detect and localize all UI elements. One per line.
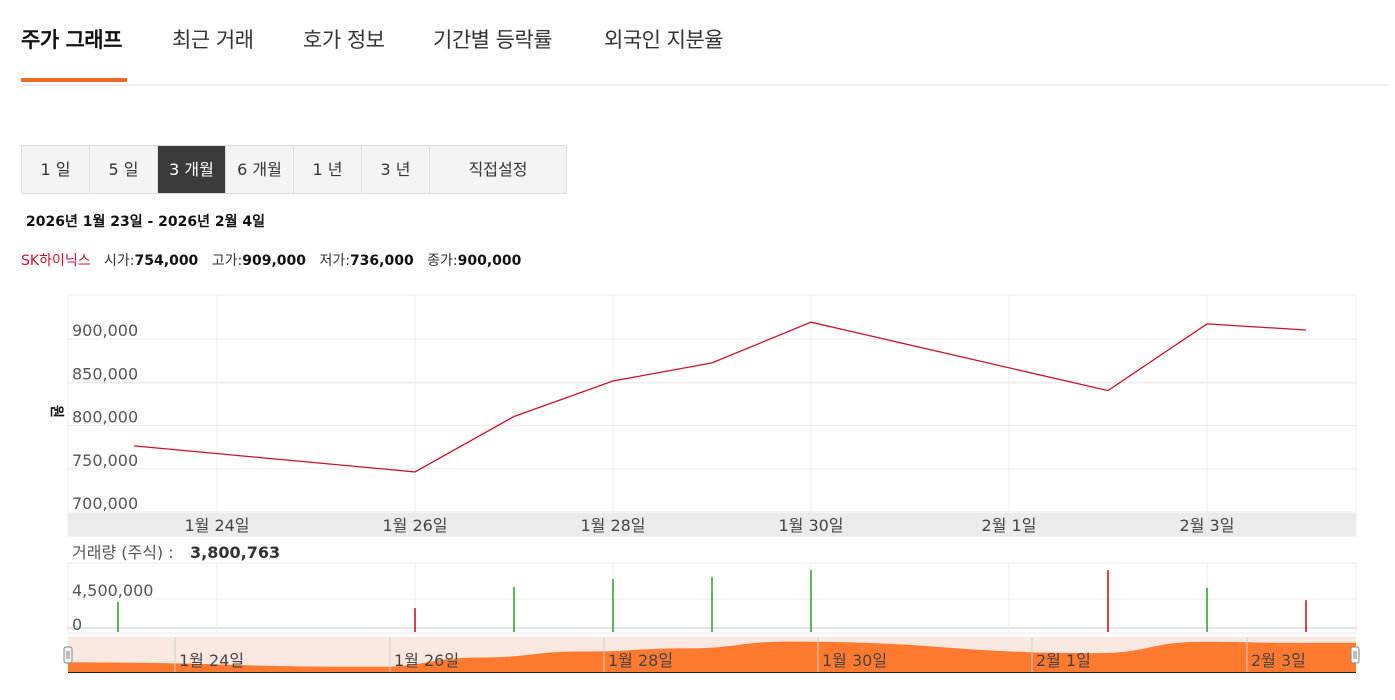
- volume-bars: [117, 570, 1307, 632]
- low-value: 736,000: [349, 253, 414, 269]
- price-grid: [68, 295, 1356, 513]
- period-1y-button[interactable]: 1 년: [294, 146, 362, 193]
- close-value: 900,000: [457, 253, 522, 269]
- volume-bar: [117, 601, 119, 632]
- tab-recent-trades[interactable]: 최근 거래: [172, 28, 254, 52]
- price-y-tick-label: 750,000: [72, 451, 138, 470]
- navigator-series-area: [68, 641, 1356, 672]
- close-label: 종가:: [427, 253, 458, 269]
- stock-summary: SK하이닉스 시가:754,000 고가:909,000 저가:736,000 …: [21, 250, 521, 270]
- volume-bar: [612, 578, 614, 632]
- price-x-tick-label: 2월 3일: [1180, 516, 1235, 535]
- volume-bar: [1305, 600, 1307, 632]
- navigator-tick-label: 1월 28일: [608, 651, 673, 670]
- period-6m-button[interactable]: 6 개월: [226, 146, 294, 193]
- low-label: 저가:: [319, 253, 350, 269]
- navigator-left-handle[interactable]: [63, 646, 73, 664]
- y-axis-title: 원: [48, 405, 64, 418]
- price-x-tick-label: 1월 24일: [184, 516, 249, 535]
- price-y-tick-label: 700,000: [72, 494, 138, 513]
- navigator-tick-label: 1월 24일: [179, 651, 244, 670]
- volume-bar: [1206, 587, 1208, 632]
- period-selector: 1 일 5 일 3 개월 6 개월 1 년 3 년 직접설정: [21, 145, 567, 194]
- period-1d-button[interactable]: 1 일: [22, 146, 90, 193]
- high-value: 909,000: [242, 253, 306, 269]
- chart-tabs: 주가 그래프 최근 거래 호가 정보 기간별 등락률 외국인 지분율: [21, 0, 1389, 86]
- price-x-tick-label: 2월 1일: [982, 516, 1037, 535]
- tab-period-change[interactable]: 기간별 등락률: [433, 28, 553, 52]
- open-label: 시가:: [104, 253, 135, 269]
- price-x-tick-label: 1월 28일: [580, 516, 645, 535]
- price-x-axis-band: [68, 513, 1356, 536]
- period-5d-button[interactable]: 5 일: [90, 146, 158, 193]
- volume-y-tick-label: 4,500,000: [72, 581, 153, 600]
- navigator-tick-label: 2월 1일: [1036, 651, 1091, 670]
- tab-stock-graph[interactable]: 주가 그래프: [21, 28, 122, 52]
- price-plot-area: [67, 294, 1357, 537]
- price-y-tick-label: 850,000: [72, 364, 138, 383]
- navigator-right-handle[interactable]: [1350, 646, 1360, 664]
- volume-y-ticks: 0 4,500,000: [72, 581, 153, 634]
- price-series-line: [133, 321, 1307, 473]
- navigator-tick-label: 2월 3일: [1251, 651, 1306, 670]
- date-range: 2026년 1월 23일 - 2026년 2월 4일: [26, 214, 265, 230]
- period-3m-button[interactable]: 3 개월: [158, 146, 226, 193]
- price-y-tick-label: 900,000: [72, 321, 138, 340]
- volume-bar: [810, 570, 812, 632]
- price-x-ticks: 1월 24일 1월 26일 1월 28일 1월 30일 2월 1일 2월 3일: [184, 516, 1234, 535]
- volume-bar: [414, 608, 416, 632]
- navigator-ticks: 1월 24일 1월 26일 1월 28일 1월 30일 2월 1일 2월 3일: [174, 637, 1306, 672]
- price-x-tick-label: 1월 26일: [382, 516, 447, 535]
- stock-name: SK하이닉스: [21, 253, 91, 269]
- price-y-ticks: 700,000 750,000 800,000 850,000 900,000: [72, 321, 138, 513]
- volume-bar: [1107, 570, 1109, 632]
- navigator-tick-label: 1월 30일: [822, 651, 887, 670]
- active-tab-indicator: [21, 78, 127, 82]
- volume-bar: [513, 586, 515, 632]
- period-custom-button[interactable]: 직접설정: [468, 160, 528, 179]
- period-3y-button[interactable]: 3 년: [362, 146, 430, 193]
- price-x-tick-label: 1월 30일: [778, 516, 843, 535]
- volume-label: 거래량 (주식) :: [72, 543, 174, 562]
- high-label: 고가:: [211, 253, 243, 269]
- volume-value: 3,800,763: [190, 543, 280, 562]
- tab-foreign-ownership[interactable]: 외국인 지분율: [604, 28, 724, 52]
- open-value: 754,000: [134, 253, 199, 269]
- volume-y-tick-label: 0: [72, 615, 82, 634]
- price-y-tick-label: 800,000: [72, 408, 138, 427]
- volume-bar: [711, 577, 713, 632]
- navigator-tick-label: 1월 26일: [394, 651, 459, 670]
- tab-quote-info[interactable]: 호가 정보: [303, 28, 385, 52]
